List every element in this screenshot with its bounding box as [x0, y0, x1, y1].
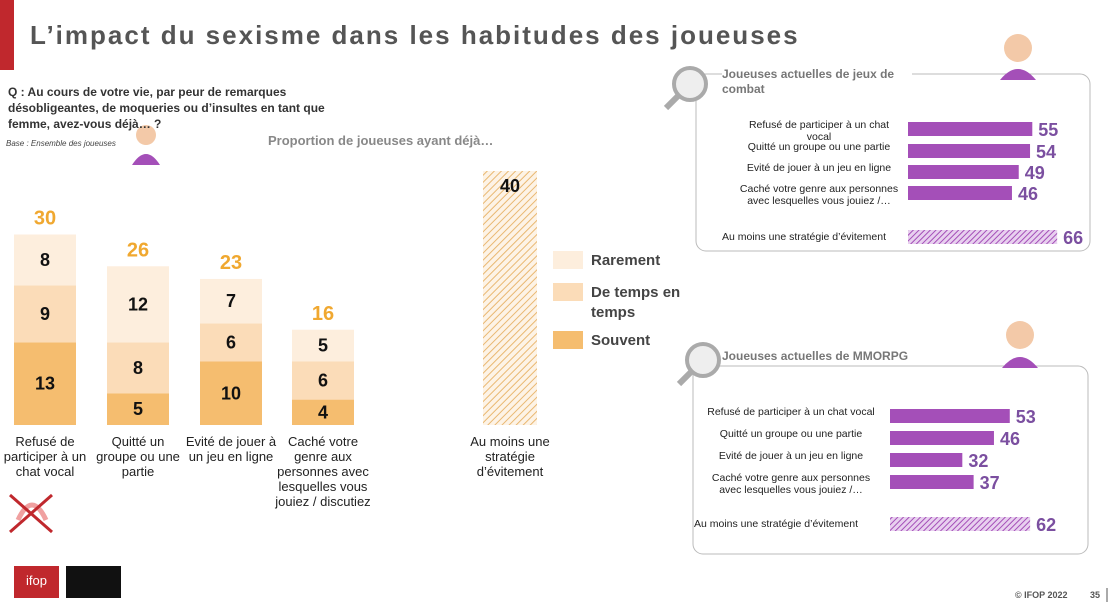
value-label: 49: [1025, 163, 1045, 183]
value-label: 9: [40, 304, 50, 324]
bar-segment: [14, 342, 76, 425]
bar: [908, 144, 1031, 158]
total-label: 26: [127, 239, 149, 261]
category-label: Quitté un groupe ou une partie: [747, 141, 891, 153]
value-label: 6: [226, 332, 236, 352]
legend-swatch: [553, 331, 583, 349]
category-label: Au moins une stratégie d’évitement: [721, 231, 886, 243]
value-label: 37: [980, 473, 1000, 493]
summary-bar: [890, 517, 1031, 531]
legend-label: Rarement: [591, 252, 661, 269]
bar-segment: [292, 399, 354, 425]
logo: ifop: [26, 573, 47, 588]
value-label: 5: [318, 336, 328, 356]
category-label: Evité de jouer à un jeu en ligne: [185, 434, 277, 464]
legend-swatch: [553, 251, 583, 269]
category-label: Quitté un groupe ou une partie: [719, 428, 863, 440]
value-label: 55: [1038, 120, 1058, 140]
value-label: 8: [133, 358, 143, 378]
value-label: 6: [318, 371, 328, 391]
value-label: 32: [968, 451, 988, 471]
chart-subtitle: Proportion de joueuses ayant déjà…: [268, 133, 494, 148]
value-label: 10: [221, 383, 241, 403]
total-label: 16: [312, 303, 334, 325]
category-label: Au moins une stratégie d’évitement: [693, 518, 858, 530]
total-label: 30: [34, 208, 56, 230]
value-label: 12: [128, 294, 148, 314]
value-label: 46: [1000, 429, 1020, 449]
value-label: 13: [35, 374, 55, 394]
panel-title: Joueuses actuelles de MMORPG: [722, 349, 912, 364]
bar-segment: [107, 266, 169, 343]
bar: [908, 186, 1012, 200]
bar-segment: [292, 329, 354, 362]
value-label: 54: [1036, 142, 1056, 162]
category-label: Caché votre genre aux personnes avec les…: [275, 434, 371, 509]
value-label: 62: [1036, 515, 1056, 535]
value-label: 46: [1018, 184, 1038, 204]
accent-bar: [0, 0, 14, 70]
value-label: 4: [318, 402, 328, 422]
bar: [890, 431, 994, 445]
category-label: Refusé de participer à un chat vocal: [3, 434, 87, 479]
bar: [908, 122, 1033, 136]
category-label: Refusé de participer à un chat vocal: [707, 406, 875, 418]
gamepad-icon: [66, 566, 121, 598]
player-icon: [132, 125, 160, 165]
magnifier-icon: [663, 66, 708, 111]
category-label: Evité de jouer à un jeu en ligne: [718, 450, 864, 462]
bar-segment: [200, 361, 262, 425]
value-label: 66: [1063, 228, 1083, 248]
total-label: 40: [500, 176, 520, 196]
legend-swatch: [553, 283, 583, 301]
player-icon: [1002, 321, 1038, 368]
category-label: Caché votre genre aux personnes avec les…: [739, 183, 899, 207]
category-label: Evité de jouer à un jeu en ligne: [746, 162, 892, 174]
panel-title: Joueuses actuelles de jeux de combat: [722, 67, 912, 97]
footer: © IFOP 2022: [1015, 590, 1068, 600]
bar-segment: [292, 361, 354, 400]
bar: [908, 165, 1019, 179]
panel: [692, 365, 1089, 555]
value-label: 53: [1016, 407, 1036, 427]
bar-segment: [107, 393, 169, 425]
category-label: Caché votre genre aux personnes avec les…: [711, 472, 871, 496]
summary-bar: [483, 171, 537, 425]
bar: [890, 475, 974, 489]
bar-segment: [200, 278, 262, 324]
value-label: 7: [226, 291, 236, 311]
bar-segment: [200, 323, 262, 362]
bar-segment: [107, 342, 169, 394]
base: Base : Ensemble des joueuses: [6, 139, 116, 148]
category-label: Au moins une stratégie d’évitement: [470, 434, 550, 479]
summary-bar: [908, 230, 1058, 244]
question: Q : Au cours de votre vie, par peur de r…: [8, 85, 325, 131]
total-label: 23: [220, 252, 242, 274]
magnifier-icon: [676, 342, 721, 387]
bar: [890, 409, 1010, 423]
player-icon: [1000, 34, 1036, 80]
legend-label: Souvent: [591, 332, 651, 349]
category-label: Quitté un groupe ou une partie: [96, 434, 180, 479]
slide-title: L’impact du sexisme dans les habitudes d…: [30, 20, 800, 50]
value-label: 8: [40, 250, 50, 270]
logo-box: [14, 566, 59, 598]
category-label: Refusé de participer à un chat vocal: [748, 119, 890, 143]
value-label: 5: [133, 399, 143, 419]
bar-segment: [14, 285, 76, 343]
legend-label: De temps en temps: [591, 284, 681, 321]
crossed-headset-icon: [9, 493, 53, 534]
page-number: 35: [1090, 590, 1101, 600]
bar-segment: [14, 234, 76, 286]
bar: [890, 453, 963, 467]
